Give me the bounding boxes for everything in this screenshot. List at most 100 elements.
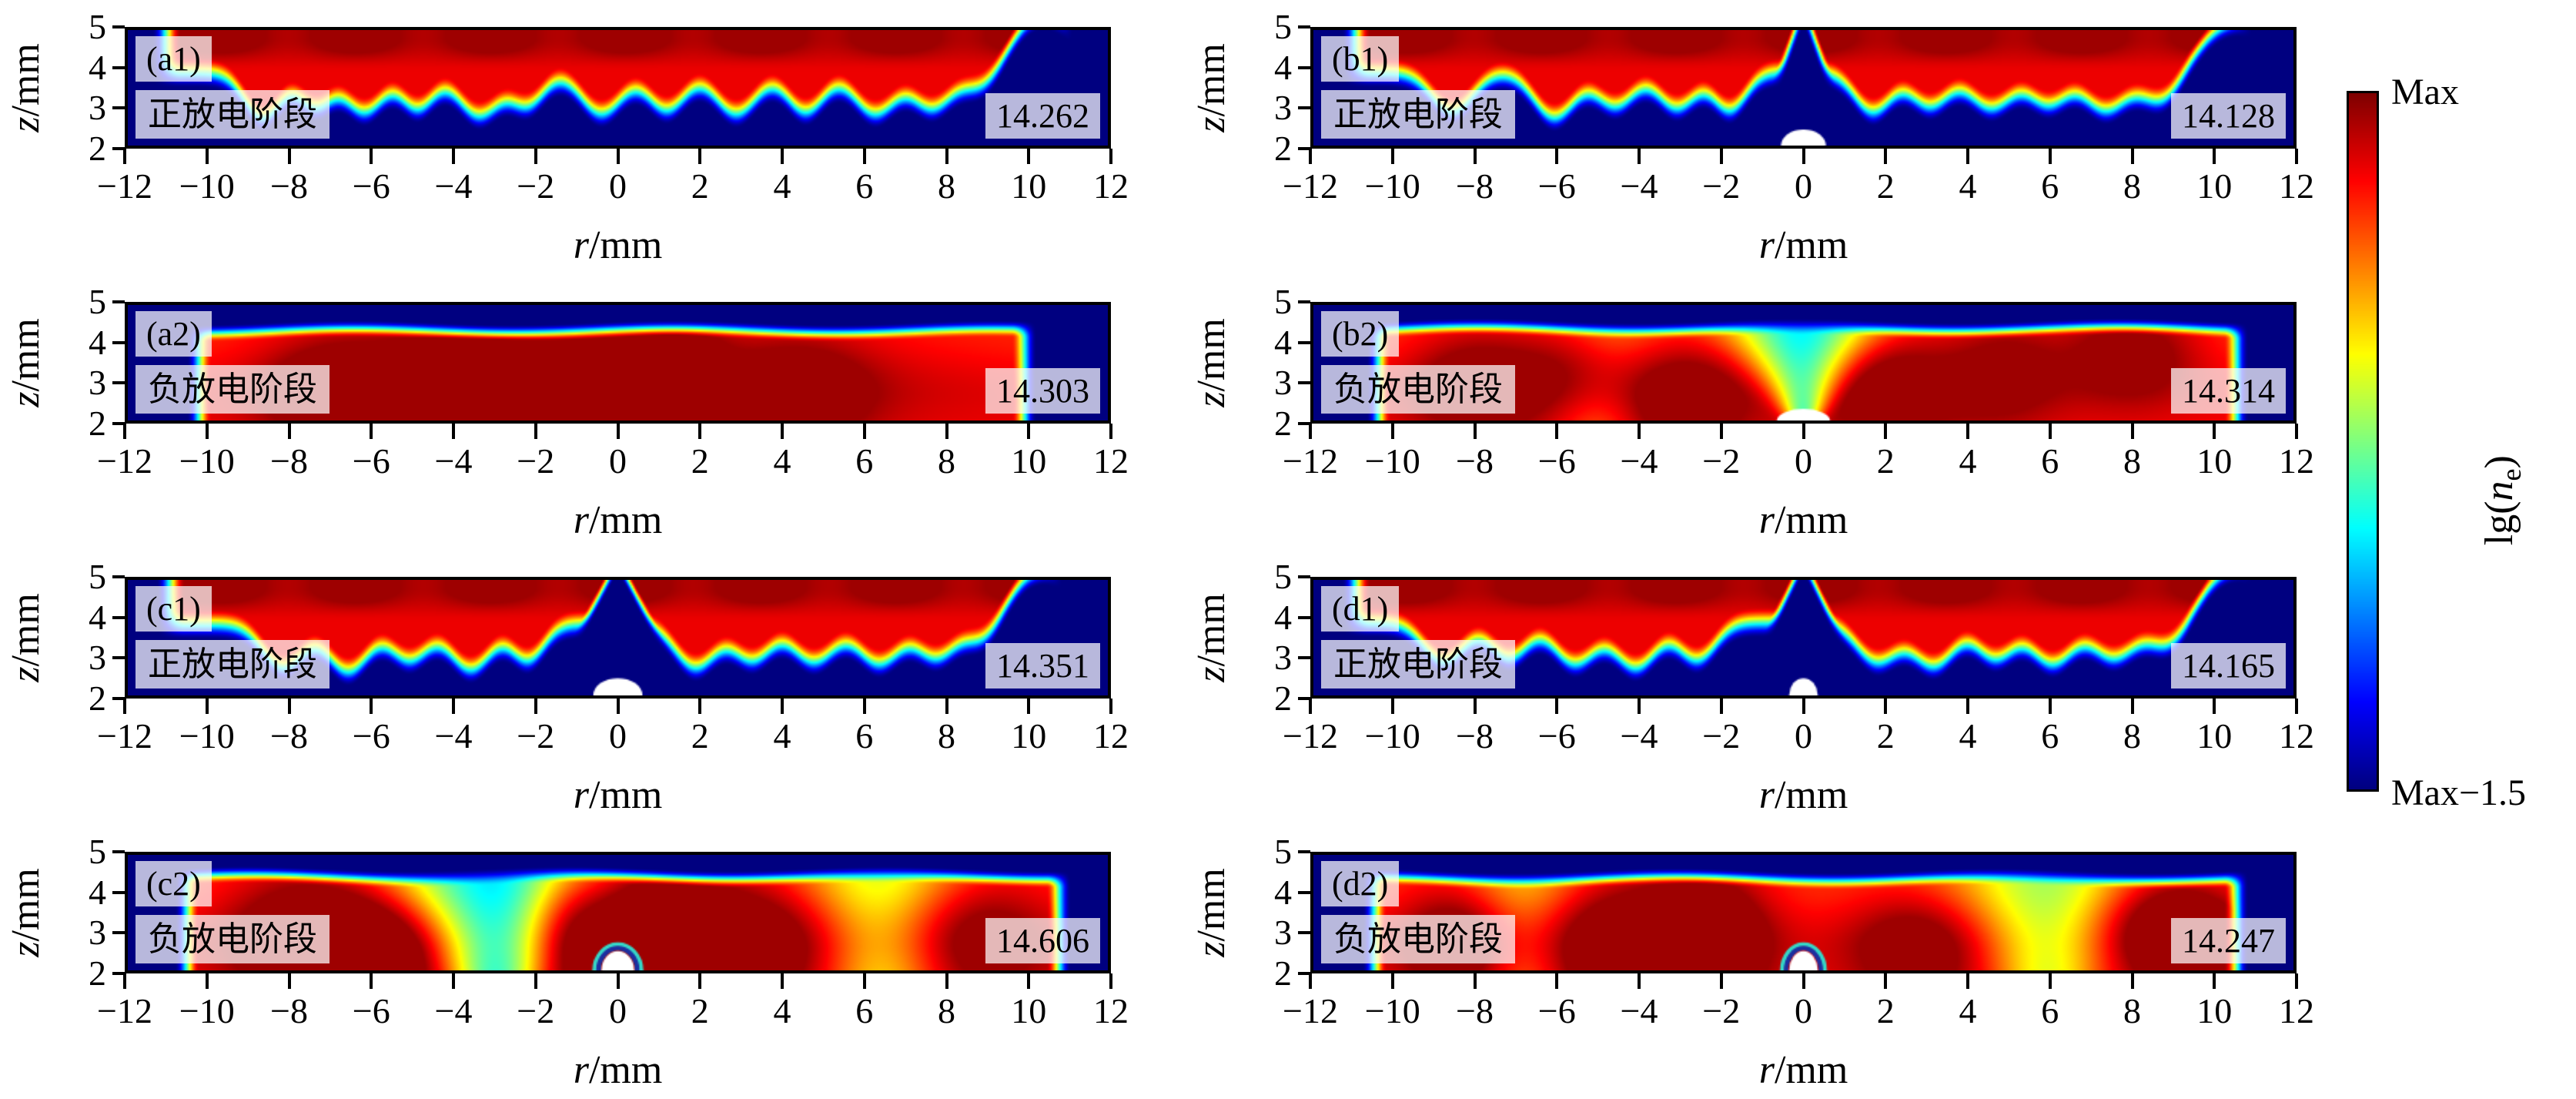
x-tick-label: −8	[270, 991, 308, 1030]
x-tick-label: 8	[938, 716, 955, 756]
y-axis-label: z/mm	[1184, 302, 1239, 424]
x-tick-label: −2	[517, 991, 555, 1030]
x-tick-label: −12	[1283, 991, 1338, 1030]
x-tick-labels: −12 −10 −8 −6 −4 −2 0 2 4 6 8 10 12	[1283, 441, 2314, 484]
x-tick-label: −12	[97, 166, 152, 206]
plot-area: (b1) 正放电阶段 14.128	[1298, 25, 2298, 164]
y-tick-label: 2	[1274, 404, 1292, 443]
y-tick-label: 3	[89, 638, 106, 678]
x-axis-var: r	[1758, 223, 1775, 267]
y-axis-unit: /mm	[4, 318, 48, 392]
plot-area: (a1) 正放电阶段 14.262	[112, 25, 1112, 164]
y-tick-label: 3	[1274, 638, 1292, 678]
x-tick-label: 2	[1876, 166, 1895, 206]
x-tick-label: 6	[2041, 441, 2059, 481]
x-tick-label: 2	[691, 166, 709, 206]
plot-area: (d1) 正放电阶段 14.165	[1298, 575, 2298, 714]
stage-label: 负放电阶段	[135, 915, 330, 963]
x-tick-labels: −12 −10 −8 −6 −4 −2 0 2 4 6 8 10 12	[97, 991, 1129, 1034]
peak-value-badge: 14.128	[2171, 93, 2286, 139]
y-axis-label: z/mm	[0, 27, 54, 149]
x-tick-label: −12	[97, 441, 152, 481]
panel-corner-label: (d1)	[1321, 586, 1400, 632]
x-axis-var: r	[573, 773, 589, 817]
colorbar-max-label: Max	[2391, 72, 2459, 112]
x-tick-label: 6	[2041, 166, 2059, 206]
y-tick-label: 2	[1274, 953, 1292, 993]
x-tick-label: −10	[179, 166, 235, 206]
x-tick-label: 6	[2041, 991, 2059, 1030]
x-axis-unit: /mm	[1774, 1048, 1848, 1092]
x-tick-label: 0	[609, 991, 627, 1030]
y-axis-var: z	[4, 666, 48, 682]
y-axis-label: z/mm	[1184, 577, 1239, 699]
x-tick-labels: −12 −10 −8 −6 −4 −2 0 2 4 6 8 10 12	[1283, 166, 2314, 209]
y-tick-label: 4	[89, 872, 106, 912]
x-tick-label: 4	[773, 991, 791, 1030]
x-tick-label: 4	[773, 441, 791, 481]
x-tick-label: 2	[691, 991, 709, 1030]
y-tick-label: 5	[1274, 282, 1292, 321]
peak-value-badge: 14.314	[2171, 368, 2286, 414]
y-axis-var: z	[4, 391, 48, 407]
y-tick-label: 5	[89, 282, 106, 321]
x-tick-label: −12	[1283, 716, 1338, 756]
x-tick-label: −10	[179, 716, 235, 756]
plot-area: (c1) 正放电阶段 14.351	[112, 575, 1112, 714]
x-axis-label: r/mm	[125, 776, 1111, 816]
x-tick-label: −6	[352, 991, 390, 1030]
plot-area: (b2) 负放电阶段 14.314	[1298, 300, 2298, 439]
x-tick-label: 0	[1795, 716, 1812, 756]
x-tick-label: −4	[434, 716, 473, 756]
y-axis-unit: /mm	[1189, 593, 1233, 667]
y-tick-label: 5	[1274, 832, 1292, 871]
x-tick-label: −10	[179, 991, 235, 1030]
x-tick-label: 4	[1959, 991, 1977, 1030]
x-tick-label: −10	[1364, 166, 1420, 206]
x-tick-label: 8	[2123, 166, 2141, 206]
x-tick-label: 2	[691, 716, 709, 756]
x-tick-label: 10	[2196, 991, 2233, 1030]
x-tick-label: 2	[691, 441, 709, 481]
x-tick-label: −10	[1364, 716, 1420, 756]
x-tick-label: −4	[434, 166, 473, 206]
x-tick-label: −8	[270, 716, 308, 756]
y-axis-var: z	[1189, 116, 1233, 132]
y-tick-label: 5	[89, 832, 106, 871]
x-tick-label: −12	[97, 991, 152, 1030]
x-tick-label: −6	[352, 716, 390, 756]
x-tick-label: 6	[855, 716, 874, 756]
stage-label: 正放电阶段	[1321, 90, 1515, 139]
x-tick-label: 6	[855, 441, 874, 481]
x-tick-label: 8	[938, 166, 955, 206]
panel-corner-label: (d2)	[1321, 861, 1400, 906]
y-axis-label: z/mm	[1184, 852, 1239, 973]
y-axis-var: z	[4, 941, 48, 957]
x-tick-label: 2	[1876, 716, 1895, 756]
y-tick-label: 4	[1274, 872, 1292, 912]
x-axis-var: r	[573, 498, 589, 542]
y-axis-unit: /mm	[1189, 868, 1233, 942]
y-axis-var: z	[4, 116, 48, 132]
x-tick-label: 10	[2196, 441, 2233, 481]
y-axis-unit: /mm	[1189, 43, 1233, 117]
x-axis-label: r/mm	[1310, 226, 2297, 266]
y-tick-label: 4	[89, 597, 106, 637]
x-tick-label: −2	[1702, 441, 1741, 481]
x-tick-label: 6	[855, 166, 874, 206]
peak-value-badge: 14.351	[985, 643, 1100, 689]
x-tick-label: 0	[1795, 991, 1812, 1030]
y-tick-label: 4	[89, 322, 106, 362]
x-tick-label: −4	[434, 441, 473, 481]
y-tick-label: 5	[89, 557, 106, 596]
x-axis-label: r/mm	[125, 226, 1111, 266]
y-tick-label: 4	[1274, 47, 1292, 87]
x-tick-label: 12	[1093, 991, 1129, 1030]
